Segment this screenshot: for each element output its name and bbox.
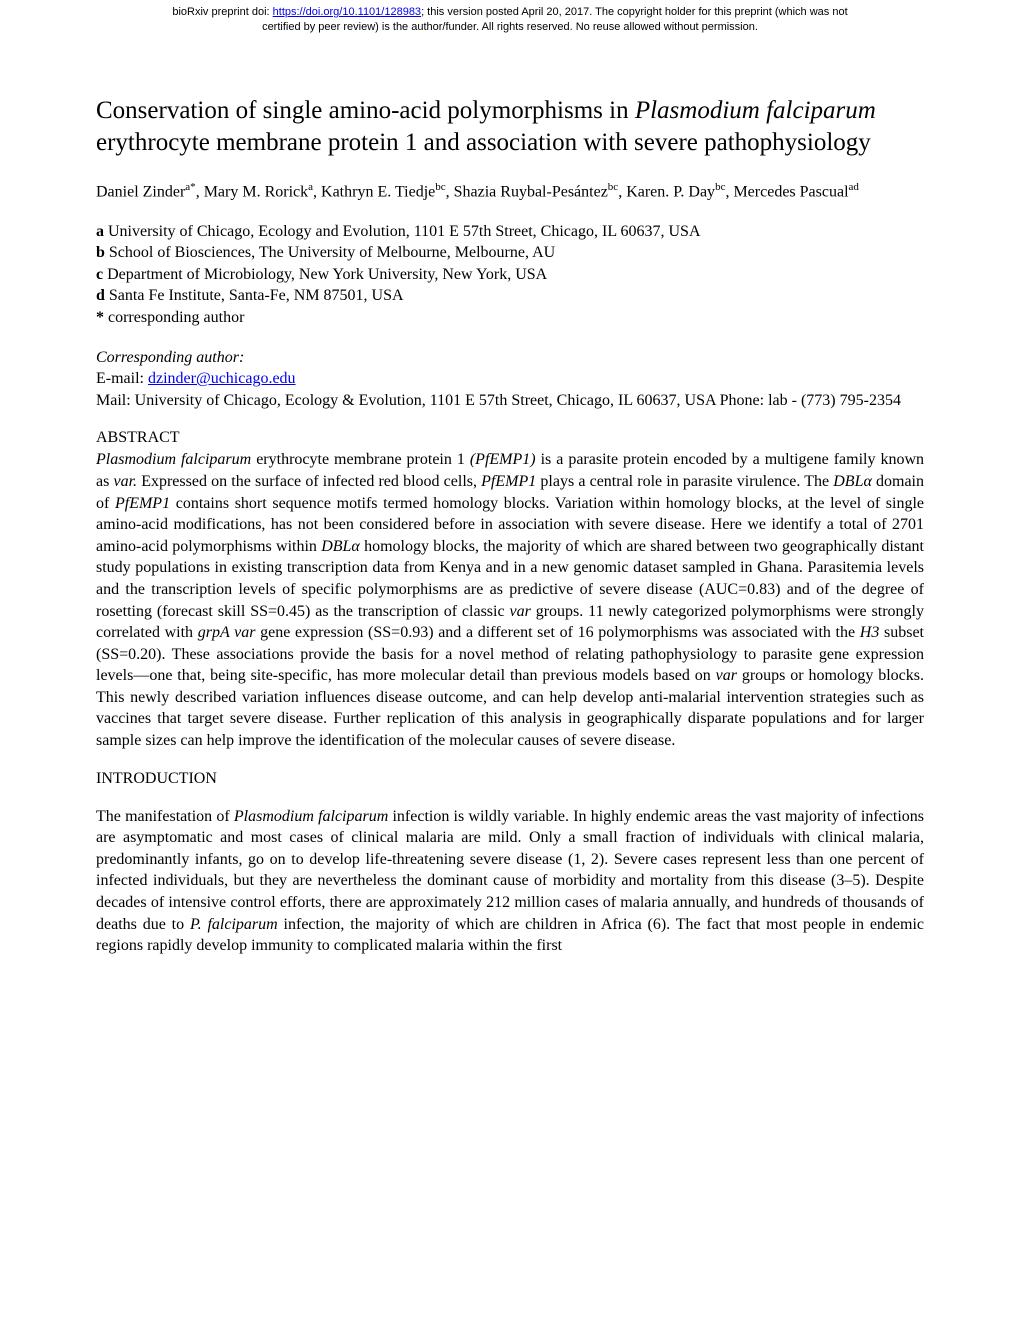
affiliation-key: a [96, 223, 104, 240]
author-separator: , [196, 183, 204, 200]
banner-mid: ; this version posted April 20, 2017. Th… [421, 6, 848, 18]
author-name: Mercedes Pascual [733, 183, 848, 200]
author-name: Kathryn E. Tiedje [321, 183, 435, 200]
body-text: infection is wildly variable. In highly … [96, 808, 924, 933]
doi-link[interactable]: https://doi.org/10.1101/128983 [273, 6, 421, 18]
affiliation-text: University of Chicago, Ecology and Evolu… [104, 223, 701, 240]
affiliation-line: a University of Chicago, Ecology and Evo… [96, 221, 924, 243]
affiliation-text: School of Biosciences, The University of… [105, 244, 555, 261]
abstract-body: Plasmodium falciparum erythrocyte membra… [96, 449, 924, 751]
italic-text: DBLα [833, 473, 872, 490]
affiliation-key: d [96, 287, 105, 304]
affiliation-line: d Santa Fe Institute, Santa-Fe, NM 87501… [96, 285, 924, 307]
author-name: Karen. P. Day [626, 183, 715, 200]
author-separator: , [618, 183, 626, 200]
italic-text: var. [113, 473, 137, 490]
email-label: E-mail: [96, 370, 148, 387]
title-part1: Conservation of single amino-acid polymo… [96, 97, 635, 124]
corresponding-email-link[interactable]: dzinder@uchicago.edu [148, 370, 296, 387]
title-part2: erythrocyte membrane protein 1 and assoc… [96, 129, 871, 156]
italic-text: var [716, 667, 737, 684]
body-text: gene expression (SS=0.93) and a differen… [255, 624, 859, 641]
abstract-heading: ABSTRACT [96, 429, 924, 447]
italic-text: PfEMP1 [115, 495, 170, 512]
author-affil-sup: a* [185, 181, 195, 193]
introduction-heading: INTRODUCTION [96, 770, 924, 788]
corresponding-mail: Mail: University of Chicago, Ecology & E… [96, 390, 924, 412]
affiliations: a University of Chicago, Ecology and Evo… [96, 221, 924, 329]
author-affil-sup: bc [435, 181, 445, 193]
corresponding-author: Corresponding author: E-mail: dzinder@uc… [96, 347, 924, 412]
author-affil-sup: bc [715, 181, 725, 193]
author-separator: , [446, 183, 454, 200]
italic-text: (PfEMP1) [470, 451, 536, 468]
author-affil-sup: ad [849, 181, 859, 193]
affiliation-text: Santa Fe Institute, Santa-Fe, NM 87501, … [105, 287, 404, 304]
italic-text: DBLα [321, 538, 360, 555]
body-text: plays a central role in parasite virulen… [536, 473, 833, 490]
body-text: Expressed on the surface of infected red… [137, 473, 481, 490]
title-italic1: Plasmodium falciparum [635, 97, 876, 124]
body-text: The manifestation of [96, 808, 234, 825]
author-name: Mary M. Rorick [204, 183, 308, 200]
affiliation-line: b School of Biosciences, The University … [96, 242, 924, 264]
italic-text: Plasmodium falciparum [96, 451, 251, 468]
affiliation-text: corresponding author [104, 309, 244, 326]
italic-text: PfEMP1 [481, 473, 536, 490]
affiliation-line: c Department of Microbiology, New York U… [96, 264, 924, 286]
corresponding-email-line: E-mail: dzinder@uchicago.edu [96, 368, 924, 390]
banner-line2: certified by peer review) is the author/… [262, 21, 758, 33]
author-list: Daniel Zindera*, Mary M. Roricka, Kathry… [96, 180, 924, 203]
preprint-banner: bioRxiv preprint doi: https://doi.org/10… [0, 0, 1020, 35]
author-name: Shazia Ruybal-Pesántez [454, 183, 608, 200]
italic-text: Plasmodium falciparum [234, 808, 388, 825]
italic-text: var [509, 603, 530, 620]
author-separator: , [313, 183, 321, 200]
affiliation-key: b [96, 244, 105, 261]
introduction-body: The manifestation of Plasmodium falcipar… [96, 806, 924, 957]
italic-text: H3 [860, 624, 880, 641]
affiliation-key: * [96, 309, 104, 326]
body-text: erythrocyte membrane protein 1 [251, 451, 470, 468]
author-name: Daniel Zinder [96, 183, 185, 200]
banner-prefix: bioRxiv preprint doi: [172, 6, 272, 18]
corresponding-heading: Corresponding author: [96, 347, 924, 369]
affiliation-text: Department of Microbiology, New York Uni… [103, 266, 547, 283]
affiliation-line: * corresponding author [96, 307, 924, 329]
page-content: Conservation of single amino-acid polymo… [0, 35, 1020, 957]
author-affil-sup: bc [608, 181, 618, 193]
italic-text: P. falciparum [190, 916, 278, 933]
paper-title: Conservation of single amino-acid polymo… [96, 95, 924, 160]
italic-text: grpA var [198, 624, 256, 641]
